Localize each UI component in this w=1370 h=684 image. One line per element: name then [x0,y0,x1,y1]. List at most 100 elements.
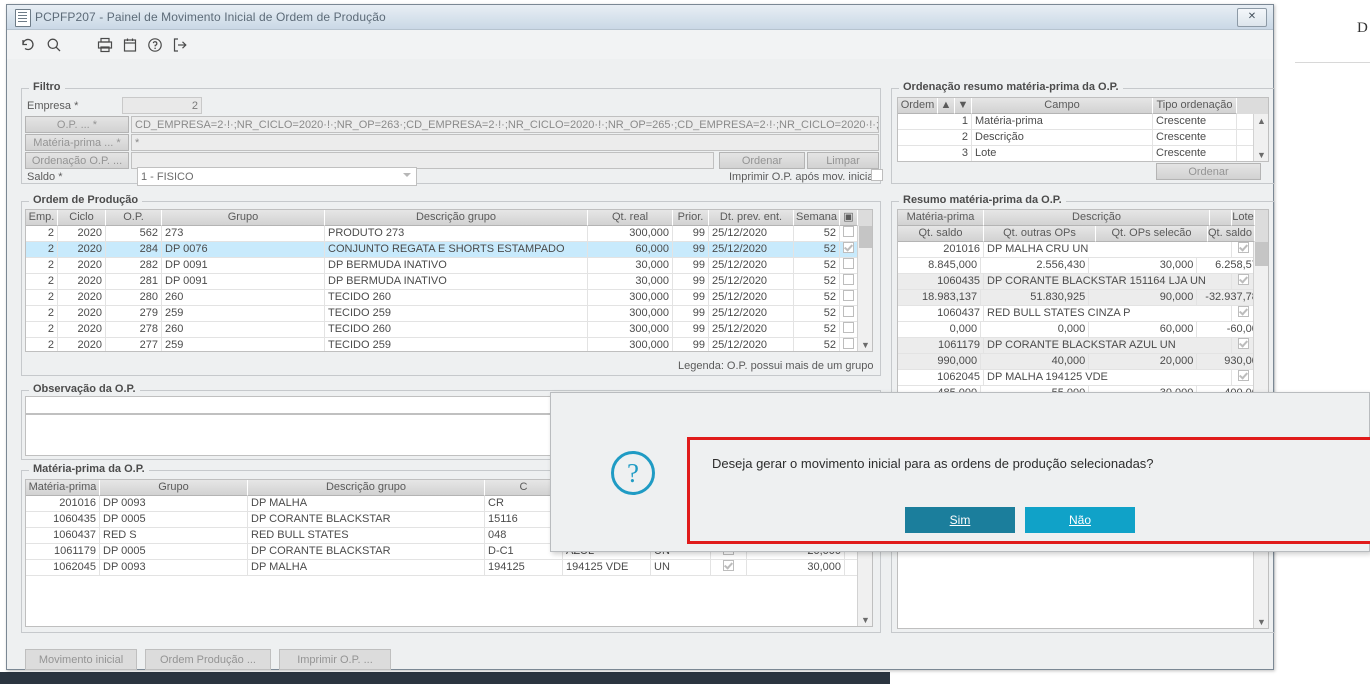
column-header[interactable]: ▣ [840,210,858,226]
column-header[interactable]: Emp. [26,210,58,226]
column-header[interactable]: Qt. real [588,210,673,226]
checkbox-icon[interactable] [1237,274,1249,285]
column-header[interactable]: Qt. outras OPs [984,226,1096,242]
imprimir-op-button[interactable]: Imprimir O.P. ... [279,649,391,670]
checkbox-icon[interactable] [1237,370,1249,381]
checkbox-icon[interactable] [723,560,734,571]
column-header[interactable]: Qt. saldo [898,226,984,242]
table-row[interactable]: 201016 DP MALHA CRU UN [898,242,1268,258]
row-select-checkbox[interactable] [1232,370,1255,386]
scroll-down-icon[interactable]: ▼ [861,340,870,350]
table-row[interactable]: 2 2020 282 DP 0091 DP BERMUDA INATIVO 30,000 9… [26,258,872,274]
checkbox-icon[interactable] [843,242,854,253]
column-header[interactable]: Lote [1232,210,1255,226]
table-row[interactable]: 2 2020 277 259 TECIDO 259 300,000 99 25/12/2020… [26,338,872,351]
movimento-inicial-button[interactable]: Movimento inicial [25,649,137,670]
row-select-checkbox[interactable] [1232,274,1255,290]
row-select-checkbox[interactable] [840,338,858,351]
column-header[interactable]: Matéria-prima [898,210,984,226]
column-header[interactable]: Campo [972,98,1153,114]
checkbox-icon[interactable] [1237,306,1249,317]
row-select-checkbox[interactable] [711,560,747,576]
column-header[interactable]: Dt. prev. ent. [709,210,794,226]
calendar-icon[interactable] [119,34,141,55]
saldo-select[interactable]: 1 - FISICO [137,167,417,186]
table-row[interactable]: 1062045 DP MALHA 194125 VDE [898,370,1268,386]
table-row[interactable]: 1060435 DP CORANTE BLACKSTAR 151164 LJA U… [898,274,1268,290]
column-header[interactable]: O.P. [106,210,162,226]
table-row[interactable]: 1061179 DP CORANTE BLACKSTAR AZUL UN [898,338,1268,354]
column-header[interactable]: Descrição grupo [248,480,485,496]
row-select-checkbox[interactable] [840,274,858,290]
checkbox-icon[interactable] [843,338,854,349]
ordenacao-op-value[interactable] [131,152,714,169]
checkbox-icon[interactable] [843,274,854,285]
empresa-field[interactable]: 2 [122,97,202,114]
column-header[interactable]: Ciclo [58,210,106,226]
scrollbar-thumb[interactable] [859,226,872,248]
column-header[interactable]: ▲ [938,98,955,114]
op-filter-button[interactable]: O.P. ... * [25,116,129,133]
scroll-down-icon[interactable]: ▼ [861,615,870,625]
scroll-down-icon[interactable]: ▼ [1257,150,1266,160]
op-filter-value[interactable]: CD_EMPRESA=2·!·;NR_CICLO=2020·!·;NR_OP=2… [131,116,879,133]
table-row[interactable]: 1062045 DP 0093 DP MALHA 194125 194125 VDE UN… [26,560,872,576]
ordem-producao-button[interactable]: Ordem Produção ... [145,649,271,670]
dialog-yes-button[interactable]: Sim [905,507,1015,533]
imprimir-op-checkbox[interactable] [871,169,883,181]
scroll-down-icon[interactable]: ▼ [1257,617,1266,627]
undo-icon[interactable] [17,34,39,55]
exit-icon[interactable] [169,34,191,55]
table-row-values[interactable]: 18.983,137 51.830,925 90,000 -32.937,788 [898,290,1268,306]
ordenacao-resumo-grid[interactable]: Ordem ▲ ▼ Campo Tipo ordenação 1 Matéria-prima… [897,97,1269,162]
checkbox-icon[interactable] [843,322,854,333]
table-row-values[interactable]: 0,000 0,000 60,000 -60,000 [898,322,1268,338]
materia-prima-filter-value[interactable]: * [131,134,879,151]
column-header[interactable]: Semana [794,210,840,226]
row-select-checkbox[interactable] [840,306,858,322]
checkbox-icon[interactable] [843,290,854,301]
checkbox-icon[interactable] [1237,338,1249,349]
column-header[interactable]: Prior. [673,210,709,226]
table-row[interactable]: 2 2020 279 259 TECIDO 259 300,000 99 25/12/2020… [26,306,872,322]
materia-prima-filter-button[interactable]: Matéria-prima ... * [25,134,129,151]
table-row[interactable]: 2 2020 562 273 PRODUTO 273 300,000 99 25/12/202… [26,226,872,242]
observacao-line1[interactable] [25,396,557,414]
help-icon[interactable] [144,34,166,55]
table-row[interactable]: 2 2020 280 260 TECIDO 260 300,000 99 25/12/2020… [26,290,872,306]
checkbox-icon[interactable] [1237,242,1249,253]
column-header[interactable]: Grupo [162,210,325,226]
row-select-checkbox[interactable] [840,258,858,274]
table-row-values[interactable]: 8.845,000 2.556,430 30,000 6.258,570 [898,258,1268,274]
row-select-checkbox[interactable] [1232,338,1255,354]
checkbox-icon[interactable] [843,226,854,237]
row-select-checkbox[interactable] [1232,242,1255,258]
checkbox-icon[interactable] [843,258,854,269]
table-row[interactable]: 2 2020 278 260 TECIDO 260 300,000 99 25/12/2020… [26,322,872,338]
table-row[interactable]: 2 2020 284 DP 0076 CONJUNTO REGATA E SHORTS … [26,242,872,258]
table-row[interactable]: 1060437 RED BULL STATES CINZA P [898,306,1268,322]
checkbox-icon[interactable] [843,306,854,317]
limpar-button[interactable]: Limpar [807,152,879,169]
column-header[interactable]: Matéria-prima [26,480,100,496]
column-header[interactable]: Qt. saldo prev. [1208,226,1255,242]
table-row-values[interactable]: 990,000 40,000 20,000 930,000 [898,354,1268,370]
column-header[interactable]: Tipo ordenação [1153,98,1237,114]
row-select-checkbox[interactable] [840,290,858,306]
print-icon[interactable] [94,34,116,55]
table-row[interactable]: 1 Matéria-prima Crescente [898,114,1268,130]
close-icon[interactable]: ✕ [1237,8,1267,27]
ordem-producao-grid[interactable]: Emp. Ciclo O.P. Grupo Descrição grupo Qt. rea… [25,209,873,352]
table-row[interactable]: 3 Lote Crescente [898,146,1268,161]
column-header[interactable]: Descrição grupo [325,210,588,226]
scroll-up-icon[interactable]: ▲ [1257,116,1266,126]
observacao-line2[interactable] [25,414,557,456]
row-select-checkbox[interactable] [840,242,858,258]
column-header[interactable]: Descrição [984,210,1210,226]
row-select-checkbox[interactable] [840,322,858,338]
ordenar-resumo-button[interactable]: Ordenar [1156,163,1261,180]
search-icon[interactable] [43,34,65,55]
column-header[interactable] [1210,210,1232,226]
row-select-checkbox[interactable] [1232,306,1255,322]
dialog-no-button[interactable]: Não [1025,507,1135,533]
